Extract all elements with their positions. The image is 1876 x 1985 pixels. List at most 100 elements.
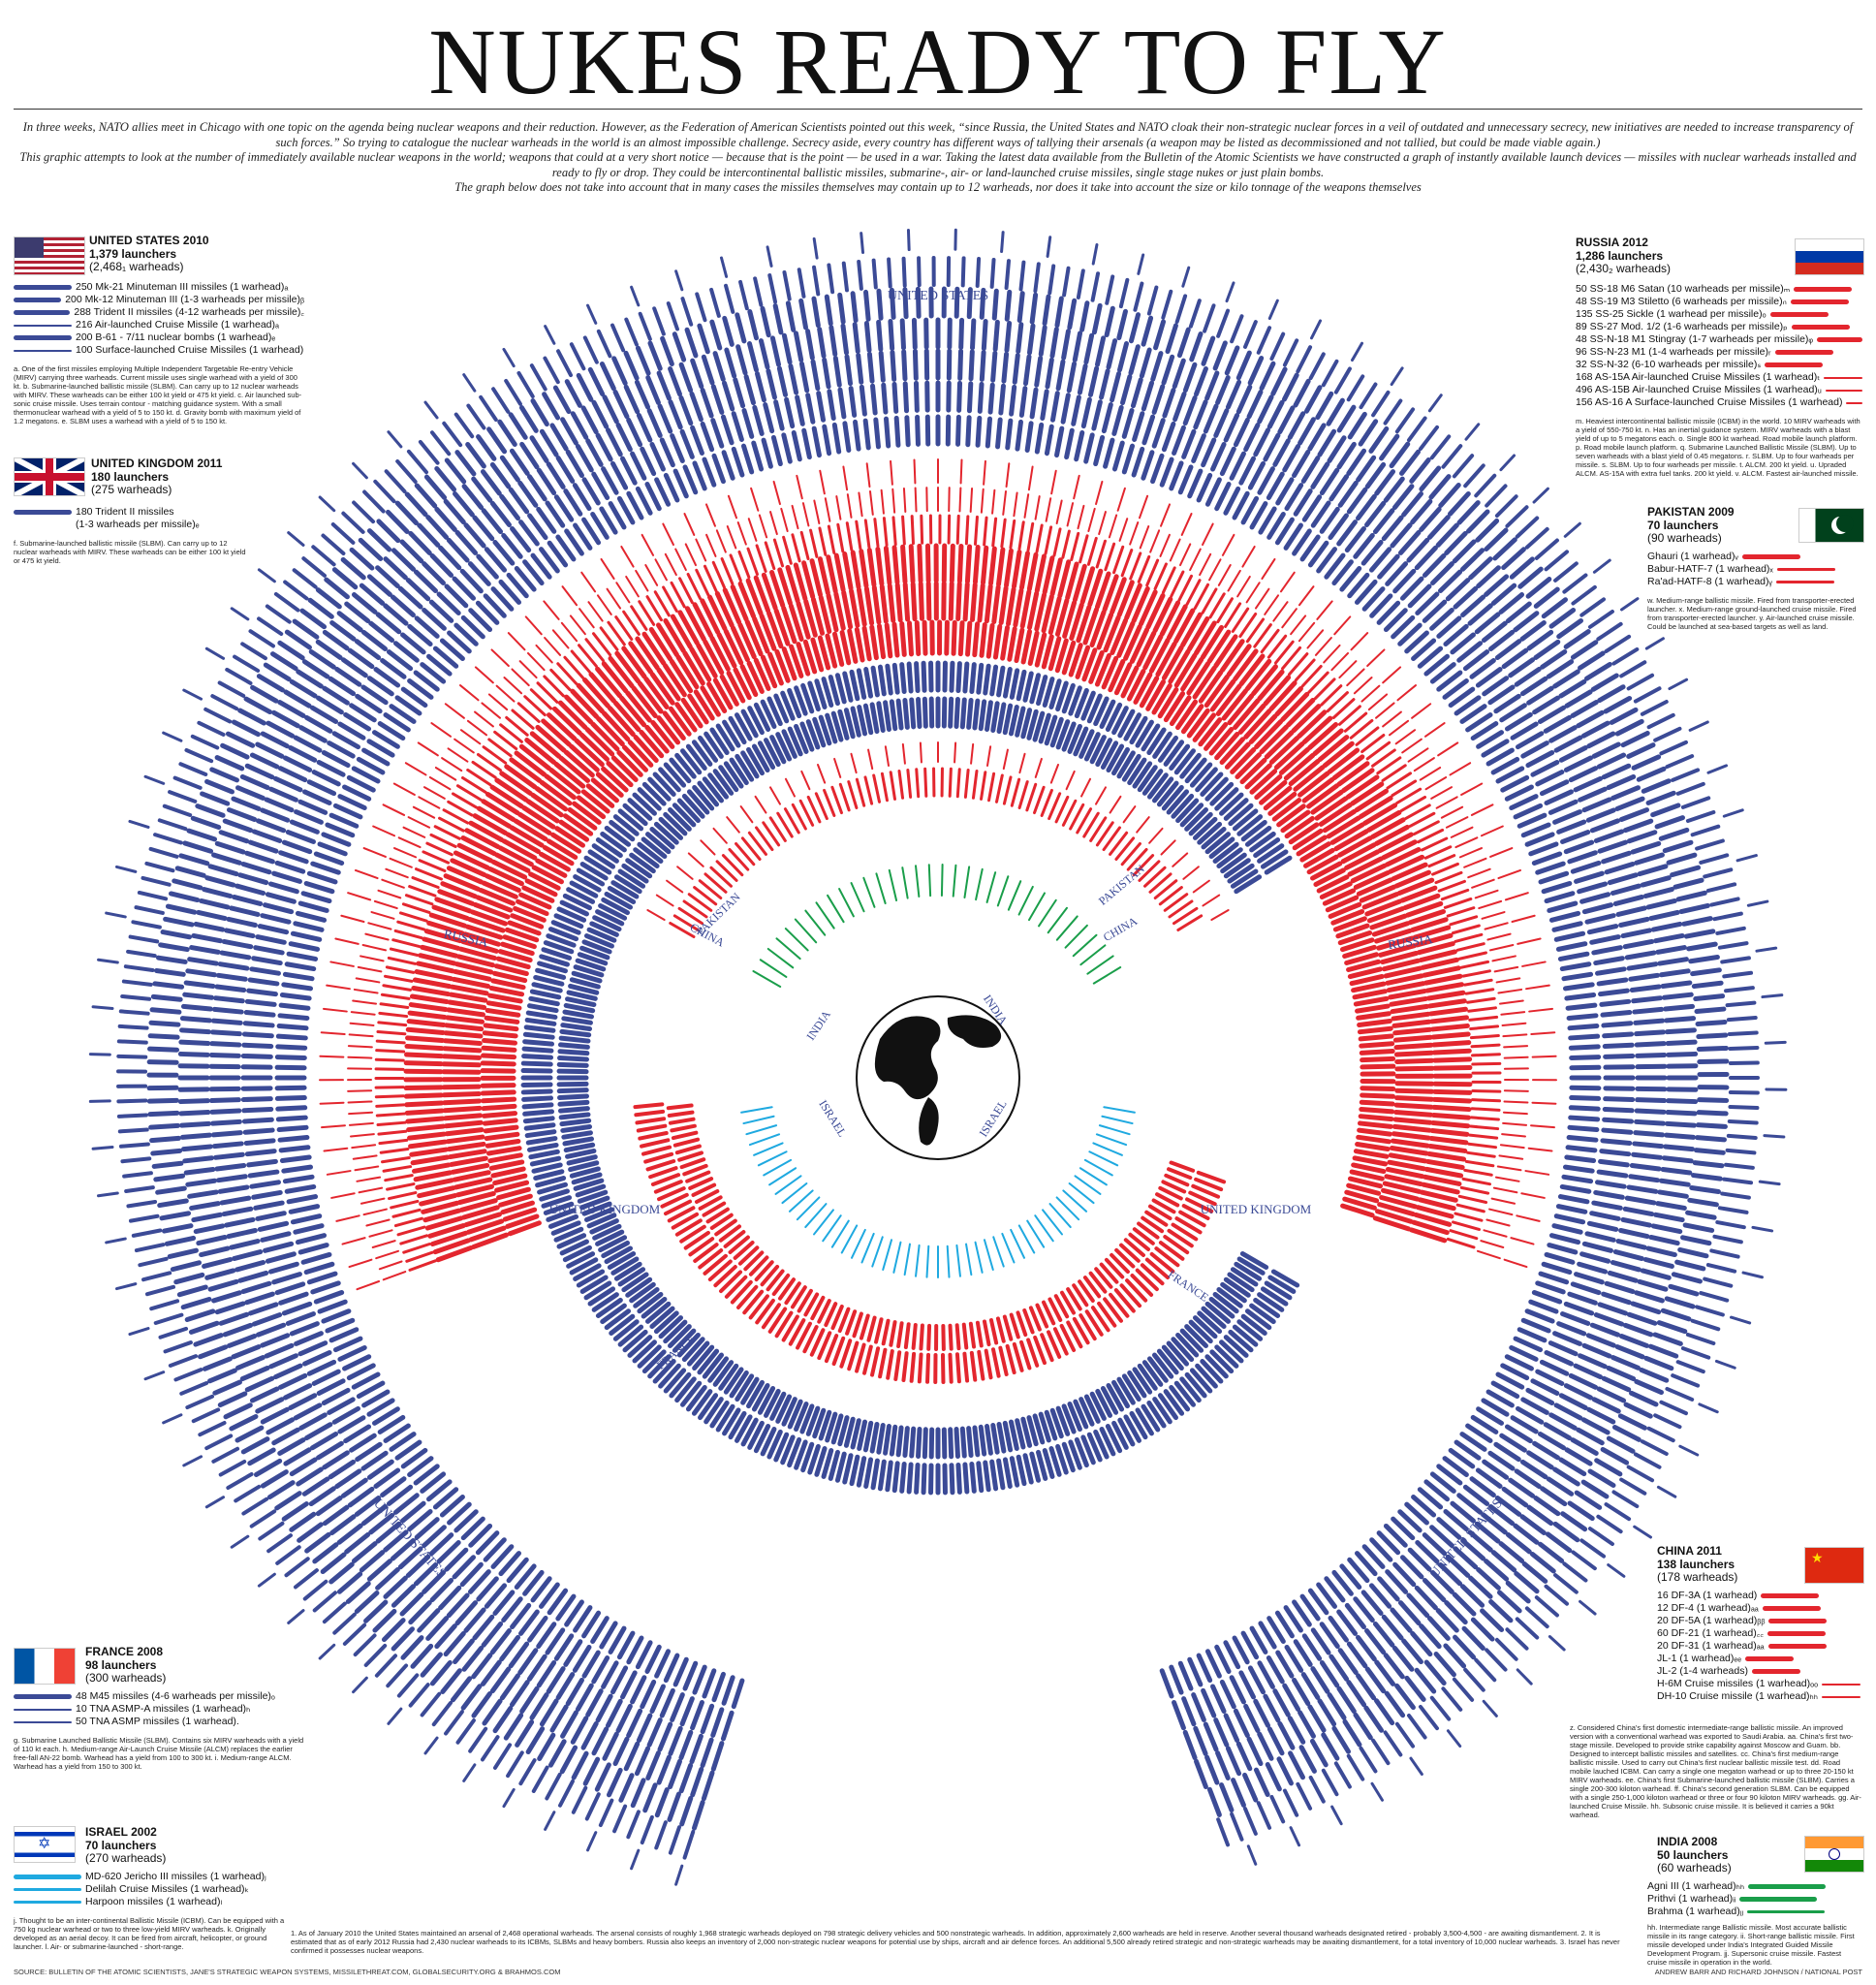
launcher-mark [426,653,453,677]
launcher-mark [668,1758,682,1790]
launcher-mark [1505,505,1529,528]
launcher-mark [817,1331,832,1361]
launcher-mark [386,1182,416,1191]
launcher-mark [1227,693,1255,726]
launcher-mark [518,743,552,772]
launcher-mark [485,791,520,816]
launcher-mark [1568,1372,1599,1390]
launcher-mark [1578,786,1608,803]
launcher-mark [1330,651,1350,672]
launcher-mark [872,773,881,803]
launcher-mark [740,1376,760,1405]
launcher-mark [722,315,735,347]
launcher-mark [615,1703,633,1734]
launcher-mark [634,379,651,410]
launcher-mark [1307,722,1339,750]
launcher-mark [735,842,756,866]
launcher-mark [1216,1817,1231,1847]
launcher-mark [1103,437,1115,469]
launcher-mark [494,1180,530,1193]
launcher-mark [698,735,719,763]
launcher-mark [977,381,985,414]
launcher-mark [1129,521,1140,546]
launcher-mark [745,578,764,616]
launcher-mark [678,577,694,605]
launcher-mark [1516,1327,1548,1343]
launcher-mark [407,623,433,647]
launcher-mark [1135,1268,1159,1292]
launcher-mark [490,978,526,991]
launcher-mark [1488,1208,1514,1216]
launcher-mark [1385,1167,1425,1180]
launcher-mark [408,1599,432,1625]
launcher-mark [1182,362,1198,394]
launcher-mark [1239,757,1267,785]
launcher-mark [482,1037,517,1046]
launcher-mark [413,1170,453,1182]
launcher-mark [1504,711,1533,732]
launcher-mark [1720,956,1751,964]
china-item: 12 DF-4 (1 warhead)ₐₐ [1657,1602,1759,1614]
launcher-mark [1391,1019,1432,1028]
launcher-mark [1141,414,1156,446]
launcher-mark [1558,745,1588,763]
launcher-mark [1659,1400,1688,1416]
launcher-mark [1121,443,1136,475]
launcher-mark [587,849,616,869]
launcher-mark [976,1461,985,1494]
launcher-mark [357,965,383,973]
launcher-mark [827,263,835,295]
launcher-mark [775,1394,793,1424]
launcher-mark [1398,449,1422,476]
launcher-mark [503,677,523,695]
launcher-mark [418,439,440,465]
launcher-mark [1337,929,1373,946]
launcher-mark [1033,785,1046,815]
launcher-mark [1059,1323,1077,1353]
launcher-mark [328,1327,360,1343]
launcher-mark [893,1350,902,1381]
launcher-mark [221,938,254,950]
launcher-mark [690,425,704,456]
launcher-mark [1432,1056,1473,1063]
launcher-mark [958,317,965,350]
launcher-mark [1223,1640,1241,1670]
launcher-mark [1562,573,1588,594]
launcher-mark [915,865,921,898]
china-item: JL-2 (1-4 warheads) [1657,1665,1748,1677]
launcher-mark [179,1016,212,1024]
launcher-mark [153,1173,186,1182]
launcher-mark [277,700,306,718]
launcher-mark [1611,646,1640,666]
launcher-mark [573,964,605,978]
launcher-mark [780,507,789,533]
launcher-mark [1242,1772,1259,1803]
launcher-mark [360,1504,389,1527]
launcher-mark [825,1411,838,1443]
launcher-mark [1391,1011,1431,1022]
launcher-mark [517,520,540,547]
launcher-mark [535,1176,567,1188]
launcher-mark [1120,374,1133,406]
launcher-mark [1548,910,1581,923]
launcher-mark [733,1240,755,1260]
launcher-mark [1661,1155,1694,1164]
launcher-mark [667,1110,695,1118]
launcher-mark [346,774,376,793]
launcher-mark [1152,1397,1172,1425]
launcher-mark [372,825,396,837]
launcher-mark [1562,1561,1588,1583]
launcher-mark [556,906,587,923]
launcher-mark [1236,1319,1264,1341]
launcher-mark [1238,653,1266,687]
launcher-mark [1619,660,1647,678]
launcher-mark [509,825,545,848]
launcher-mark [629,1281,656,1304]
launcher-mark [1543,714,1572,734]
russia-item: 89 SS-27 Mod. 1/2 (1-6 warheads per miss… [1576,321,1788,332]
launcher-mark [131,920,162,929]
launcher-mark [1501,647,1529,670]
launcher-mark [1577,1261,1609,1275]
launcher-mark [1587,1468,1616,1488]
launcher-mark [837,387,847,420]
